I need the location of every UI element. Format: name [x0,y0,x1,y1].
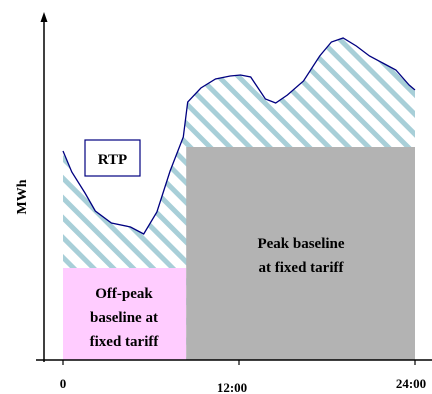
offpeak-baseline-label-line1: Off-peak [95,286,153,302]
y-axis-arrow [40,12,48,22]
x-tick-label-12: 12:00 [217,380,247,394]
rtp-label: RTP [98,152,127,168]
x-tick-group [62,360,416,365]
y-axis-label: MWh [15,179,30,214]
rtp-label-box [84,139,141,177]
peak-baseline-label-line2: at fixed tariff [259,260,345,276]
x-tick-label-24: 24:00 [396,376,426,391]
peak-baseline-label-line1: Peak baseline [257,236,344,252]
offpeak-baseline-label-line3: fixed tariff [90,334,160,350]
offpeak-baseline-label-line2: baseline at [90,310,158,326]
baseline-group [63,147,415,360]
offpeak-baseline-block [63,268,187,360]
peak-baseline-block [186,147,415,360]
rtp-series-line [62,37,416,235]
x-tick-label-0: 0 [60,376,67,391]
